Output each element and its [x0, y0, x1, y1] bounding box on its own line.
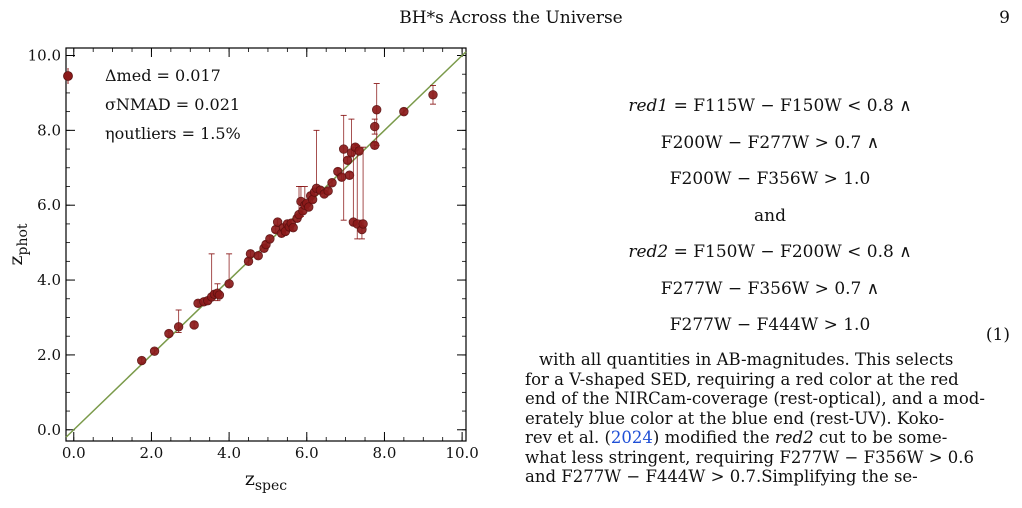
data-point	[189, 320, 199, 330]
data-point	[173, 322, 184, 332]
data-point	[304, 202, 314, 212]
data-point	[342, 155, 353, 165]
data-point	[253, 251, 263, 261]
y-tick-label: 0.0	[37, 421, 61, 439]
data-point	[337, 172, 347, 182]
data-point	[428, 90, 438, 100]
text-line: for a V-shaped SED, requiring a red colo…	[525, 369, 959, 389]
text-line: what less stringent, requiring F277W − F…	[525, 447, 975, 467]
data-point	[371, 105, 382, 115]
data-point	[224, 279, 234, 289]
legend-marker	[63, 71, 73, 81]
legend-delta: Δmed = 0.017	[105, 66, 221, 85]
data-point	[327, 178, 337, 188]
equation-red2-line1: red2 = F150W − F200W < 0.8 ∧	[628, 242, 912, 262]
x-tick-label: 4.0	[217, 444, 241, 462]
equation-red1-line1: red1 = F115W − F150W < 0.8 ∧	[628, 96, 912, 116]
y-tick-label: 10.0	[28, 46, 61, 64]
text-line: with all quantities in AB-magnitudes. Th…	[539, 350, 954, 369]
legend: Δmed = 0.017 σNMAD = 0.021 ηoutliers = 1…	[63, 66, 241, 143]
y-tick-label: 2.0	[37, 346, 61, 364]
text-line: rev et al. (2024) modified the red2 cut …	[525, 428, 948, 447]
data-point	[245, 249, 256, 259]
red2-label: red2	[628, 242, 669, 262]
data-point	[265, 234, 275, 244]
data-point	[149, 346, 160, 356]
data-point	[399, 106, 409, 117]
data-point	[214, 290, 225, 300]
text-line: end of the NIRCam-coverage (rest-optical…	[525, 389, 985, 408]
data-point	[354, 146, 364, 156]
x-tick-label: 0.0	[62, 444, 86, 462]
x-tick-label: 8.0	[373, 444, 397, 462]
equation-red2-line2: F277W − F356W > 0.7 ∧	[660, 279, 880, 299]
equation-number: (1)	[985, 325, 1010, 345]
data-point	[288, 222, 298, 233]
text-line: and F277W − F444W > 0.7.Simplifying the …	[525, 467, 918, 486]
equation-red1-line2: F200W − F277W > 0.7 ∧	[660, 133, 880, 153]
page-number: 9	[999, 8, 1010, 28]
x-tick-label: 6.0	[295, 444, 319, 462]
equation-red1-line3: F200W − F356W > 1.0	[669, 169, 871, 189]
y-tick-label: 6.0	[37, 196, 61, 214]
y-tick-label: 8.0	[37, 121, 61, 139]
data-point	[344, 170, 355, 180]
data-point	[137, 355, 147, 366]
x-tick-label: 10.0	[445, 444, 478, 462]
red1-label: red1	[628, 96, 669, 116]
body-paragraph: with all quantities in AB-magnitudes. Th…	[525, 350, 1015, 487]
data-point	[370, 121, 380, 132]
equation-red2-line3: F277W − F444W > 1.0	[669, 315, 871, 335]
equation-and: and	[754, 206, 786, 226]
data-point	[272, 217, 283, 227]
data-point	[358, 219, 368, 229]
data-point	[323, 186, 333, 196]
text-line: erately blue color at the blue end (rest…	[525, 408, 945, 428]
citation-link[interactable]: 2024	[610, 428, 653, 447]
data-point	[164, 328, 174, 339]
legend-eta: ηoutliers = 1.5%	[105, 124, 241, 143]
y-tick-label: 4.0	[37, 271, 61, 289]
data-point	[338, 144, 349, 154]
y-axis-label: zphot	[5, 223, 31, 265]
legend-sigma: σNMAD = 0.021	[105, 95, 240, 114]
plot-frame	[65, 47, 467, 442]
scatter-figure: 0.0 2.0 4.0 6.0 8.0 10.0 0.0 2.0 4.0 6.0 8.0 10.0 zs…	[5, 46, 479, 494]
x-axis-label: zspec	[245, 468, 287, 494]
running-header: BH*s Across the Universe	[399, 8, 623, 28]
x-tick-label: 2.0	[140, 444, 164, 462]
